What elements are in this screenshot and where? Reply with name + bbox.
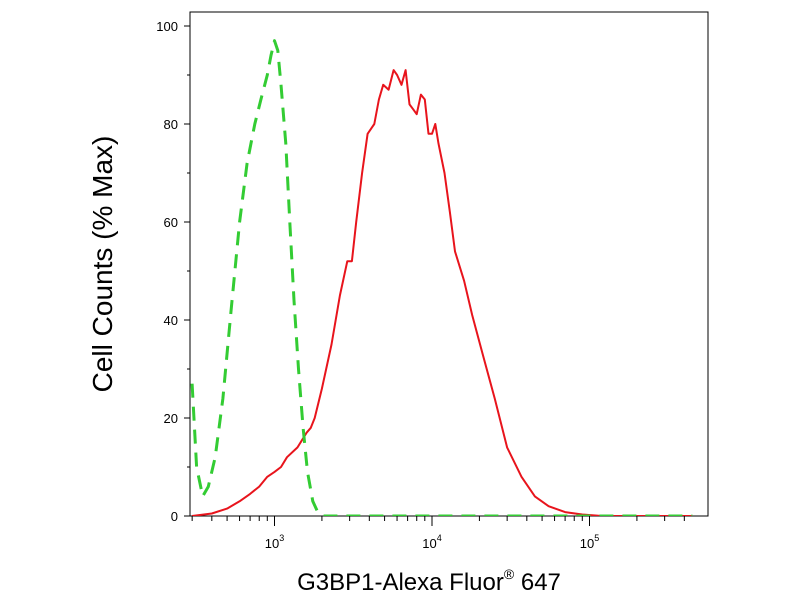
x-axis-title-superscript: ® [504, 566, 515, 582]
y-tick-label: 0 [171, 509, 178, 524]
x-tick-label: 104 [422, 533, 441, 551]
y-tick-label: 60 [164, 215, 178, 230]
x-axis-title-suffix: 647 [514, 569, 561, 596]
plot-frame [189, 11, 709, 517]
x-tick-base: 10 [422, 536, 436, 551]
control-series-line [190, 39, 693, 516]
x-axis-title-main: G3BP1-Alexa Fluor [297, 569, 504, 596]
y-tick-label: 100 [156, 19, 178, 34]
x-tick-label: 105 [580, 533, 599, 551]
x-tick-base: 10 [580, 536, 594, 551]
x-tick-base: 10 [265, 536, 279, 551]
x-tick-exponent: 5 [594, 533, 599, 543]
x-axis: 103 104 105 [191, 516, 685, 551]
y-axis-title: Cell Counts (% Max) [87, 136, 118, 393]
y-tick-label: 20 [164, 411, 178, 426]
x-tick-exponent: 4 [437, 533, 442, 543]
series-layer [190, 39, 693, 516]
x-axis-title: G3BP1-Alexa Fluor® 647 [297, 566, 561, 596]
x-tick-exponent: 3 [279, 533, 284, 543]
y-tick-label: 80 [164, 117, 178, 132]
y-tick-label: 40 [164, 313, 178, 328]
y-axis: 0 20 40 60 80 100 [156, 19, 190, 524]
sample-series-line [191, 69, 693, 516]
x-tick-label: 103 [265, 533, 284, 551]
